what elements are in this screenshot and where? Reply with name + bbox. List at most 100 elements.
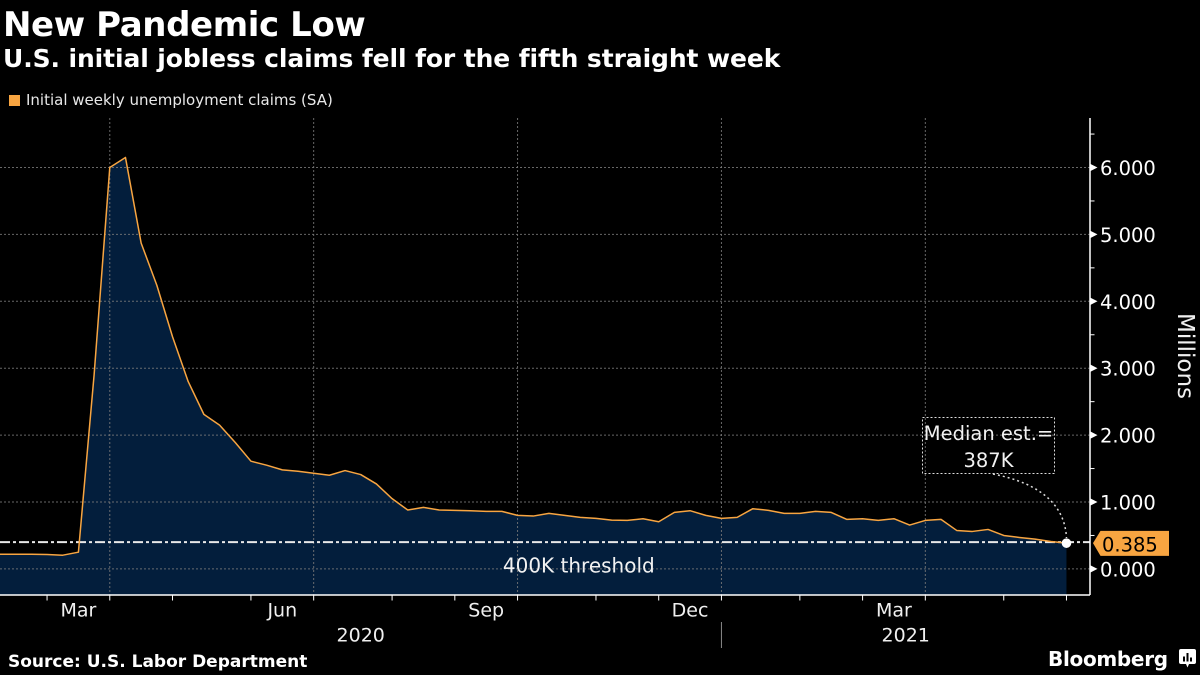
data-point — [93, 373, 96, 376]
data-point — [798, 512, 801, 515]
bar-chart-speech-bubble-icon — [1178, 649, 1196, 668]
data-point — [861, 517, 864, 520]
last-value-dot — [1061, 538, 1072, 548]
x-month-label: Mar — [876, 600, 912, 622]
data-point — [908, 524, 911, 527]
data-point — [249, 460, 252, 463]
y-tick-label: 4.000 — [1100, 291, 1156, 314]
legend: Initial weekly unemployment claims (SA) — [9, 91, 333, 109]
y-major-tick — [1090, 230, 1098, 239]
data-point — [281, 468, 284, 471]
median-estimate-callout: Median est.= 387K — [922, 417, 1068, 539]
y-major-tick — [1090, 431, 1098, 439]
brand-name: Bloomberg — [1048, 647, 1168, 671]
series-line — [0, 156, 1067, 556]
y-tick-label: 1.000 — [1100, 492, 1156, 515]
data-point — [218, 424, 221, 427]
data-point — [971, 530, 974, 533]
data-point — [736, 516, 739, 519]
legend-label: Initial weekly unemployment claims (SA) — [26, 91, 333, 109]
x-month-label: Mar — [60, 600, 96, 622]
data-point — [704, 514, 707, 517]
y-major-tick — [1090, 364, 1098, 373]
data-point — [46, 553, 49, 556]
callout-line-2: 387K — [963, 449, 1014, 472]
data-point — [453, 509, 456, 512]
x-year-label: 2021 — [882, 625, 930, 647]
data-point — [1018, 536, 1021, 539]
y-major-tick — [1090, 163, 1098, 172]
data-point — [265, 464, 268, 467]
data-point — [579, 516, 582, 519]
data-point — [1034, 538, 1037, 541]
data-point — [124, 156, 127, 159]
data-point — [547, 512, 550, 515]
data-point — [689, 509, 692, 512]
legend-swatch — [9, 95, 20, 106]
x-month-label: Jun — [266, 600, 297, 622]
data-point — [469, 509, 472, 512]
last-value-label: 0.385 — [1093, 530, 1169, 557]
y-major-tick — [1090, 498, 1098, 506]
data-point — [626, 519, 629, 522]
data-point — [344, 469, 347, 472]
y-major-tick — [1090, 565, 1098, 573]
data-point — [140, 242, 143, 245]
data-point — [171, 335, 174, 338]
threshold-label: 400K threshold — [503, 554, 655, 578]
data-point — [202, 413, 205, 416]
data-point — [563, 514, 566, 517]
data-point — [234, 441, 237, 444]
data-point — [610, 519, 613, 522]
data-point — [77, 551, 80, 554]
data-point — [312, 472, 315, 475]
chart-title: New Pandemic Low — [3, 5, 366, 45]
data-point — [987, 528, 990, 531]
y-tick-label: 2.000 — [1100, 425, 1156, 448]
data-point — [328, 474, 331, 477]
data-point — [783, 512, 786, 515]
data-point — [375, 482, 378, 485]
data-point — [594, 517, 597, 520]
data-point — [940, 518, 943, 521]
data-point — [359, 473, 362, 476]
y-major-tick — [1090, 297, 1098, 306]
data-point — [814, 510, 817, 513]
data-point — [532, 515, 535, 518]
data-point — [438, 509, 441, 512]
data-point — [14, 553, 17, 556]
y-tick-label: 0.000 — [1100, 558, 1156, 581]
data-point — [767, 509, 770, 512]
x-month-label: Sep — [468, 600, 504, 622]
y-tick-label: 6.000 — [1100, 157, 1156, 180]
data-point — [187, 380, 190, 383]
data-point — [955, 529, 958, 532]
data-point — [673, 511, 676, 514]
data-point — [500, 510, 503, 513]
callout-box — [922, 417, 1055, 474]
data-point — [516, 514, 519, 517]
data-point — [422, 506, 425, 509]
axes-layer — [0, 118, 1098, 648]
y-tick-label: 5.000 — [1100, 224, 1156, 247]
bloomberg-logo: Bloomberg — [1048, 647, 1196, 671]
data-point — [830, 511, 833, 514]
data-point — [657, 520, 660, 523]
data-point — [296, 470, 299, 473]
x-month-label: Dec — [672, 600, 709, 622]
y-axis-label: Millions — [1172, 312, 1198, 400]
source-note: Source: U.S. Labor Department — [8, 652, 308, 672]
data-point — [30, 553, 33, 556]
last-value-badge — [1093, 530, 1169, 556]
data-point — [924, 519, 927, 522]
area-layer — [0, 157, 1067, 595]
chart-subtitle: U.S. initial jobless claims fell for the… — [3, 44, 781, 73]
x-year-label: 2020 — [337, 625, 385, 647]
data-point — [642, 517, 645, 520]
data-point — [845, 518, 848, 521]
data-point — [485, 510, 488, 513]
data-point — [406, 509, 409, 512]
data-point — [1002, 534, 1005, 537]
